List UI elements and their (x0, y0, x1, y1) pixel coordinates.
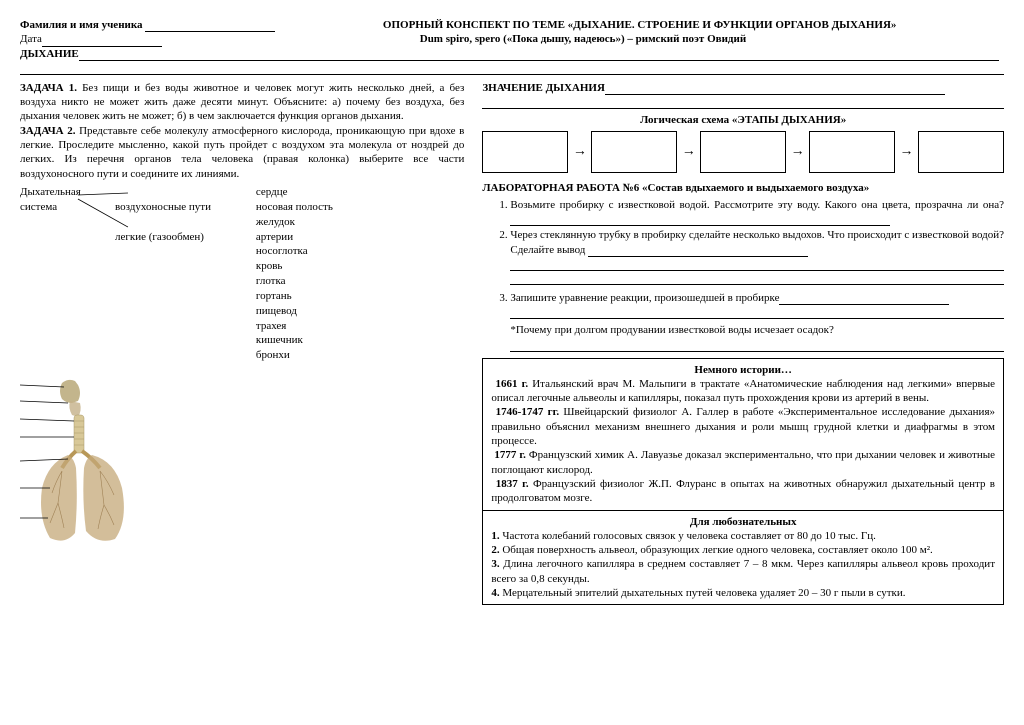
organ-item: пищевод (256, 304, 464, 319)
header-quote: Dum spiro, spero («Пока дышу, надеюсь») … (162, 32, 1004, 46)
arrow-icon: → (900, 143, 914, 161)
organ-list: сердце носовая полость желудок артерии н… (256, 185, 464, 363)
main-title: ОПОРНЫЙ КОНСПЕКТ ПО ТЕМЕ «ДЫХАНИЕ. СТРОЕ… (275, 18, 1004, 32)
curious-item: 3. Длина легочного капилляра в среднем с… (491, 557, 995, 586)
organ-item: глотка (256, 274, 464, 289)
meaning-section: ЗНАЧЕНИЕ ДЫХАНИЯ (482, 81, 1004, 95)
organ-item: гортань (256, 289, 464, 304)
right-column: ЗНАЧЕНИЕ ДЫХАНИЯ Логическая схема «ЭТАПЫ… (482, 81, 1004, 605)
arrow-icon: → (573, 143, 587, 161)
schema-title: Логическая схема «ЭТАПЫ ДЫХАНИЯ» (482, 113, 1004, 127)
lab-step: Возьмите пробирку с известковой водой. Р… (510, 198, 1004, 227)
task-2: ЗАДАЧА 2. Представьте себе молекулу атмо… (20, 124, 464, 181)
task-1: ЗАДАЧА 1. Без пищи и без воды животное и… (20, 81, 464, 124)
organ-item: сердце (256, 185, 464, 200)
student-name-label: Фамилия и имя ученика (20, 18, 275, 32)
schema-box (482, 131, 568, 173)
history-box: Немного истории… 1661 г. Итальянский вра… (482, 358, 1004, 511)
stages-schema: → → → → (482, 131, 1004, 173)
arrow-icon: → (682, 143, 696, 161)
matching-block: Дыхательная системавоздухоносные пути ле… (20, 185, 464, 363)
curious-title: Для любознательных (491, 515, 995, 529)
schema-box (700, 131, 786, 173)
lab-steps: Возьмите пробирку с известковой водой. Р… (510, 198, 1004, 319)
organ-item: кишечник (256, 333, 464, 348)
organ-item: носоглотка (256, 244, 464, 259)
organ-item: кровь (256, 259, 464, 274)
history-title: Немного истории… (491, 363, 995, 377)
schema-box (918, 131, 1004, 173)
lab-title: ЛАБОРАТОРНАЯ РАБОТА №6 «Состав вдыхаемог… (482, 181, 1004, 195)
history-entry: 1777 г. Французский химик А. Лавуазье до… (491, 448, 995, 477)
respiratory-diagram (20, 373, 200, 548)
lab-step: Через стеклянную трубку в пробирку сдела… (510, 228, 1004, 285)
organ-item: носовая полость (256, 200, 464, 215)
lab-step: Запишите уравнение реакции, произошедшей… (510, 291, 1004, 319)
history-entry: 1661 г. Итальянский врач М. Мальпиги в т… (491, 377, 995, 406)
arrow-icon: → (791, 143, 805, 161)
left-column: ЗАДАЧА 1. Без пищи и без воды животное и… (20, 81, 464, 605)
worksheet-header: Фамилия и имя ученика ОПОРНЫЙ КОНСПЕКТ П… (20, 18, 1004, 75)
curious-item: 1. Частота колебаний голосовых связок у … (491, 529, 995, 543)
organ-item: артерии (256, 230, 464, 245)
lab-why: *Почему при долгом продувании известково… (510, 323, 1004, 351)
history-entry: 1746-1747 гг. Швейцарский физиолог А. Га… (491, 405, 995, 448)
organ-item: желудок (256, 215, 464, 230)
organ-item: бронхи (256, 348, 464, 363)
history-entry: 1837 г. Французский физиолог Ж.П. Флуран… (491, 477, 995, 506)
organ-item: трахея (256, 319, 464, 334)
schema-box (809, 131, 895, 173)
breathing-field: ДЫХАНИЕ (20, 47, 1004, 61)
schema-box (591, 131, 677, 173)
date-label: Дата (20, 32, 162, 46)
curious-box: Для любознательных 1. Частота колебаний … (482, 511, 1004, 606)
curious-item: 2. Общая поверхность альвеол, образующих… (491, 543, 995, 557)
curious-item: 4. Мерцательный эпителий дыхательных пут… (491, 586, 995, 600)
